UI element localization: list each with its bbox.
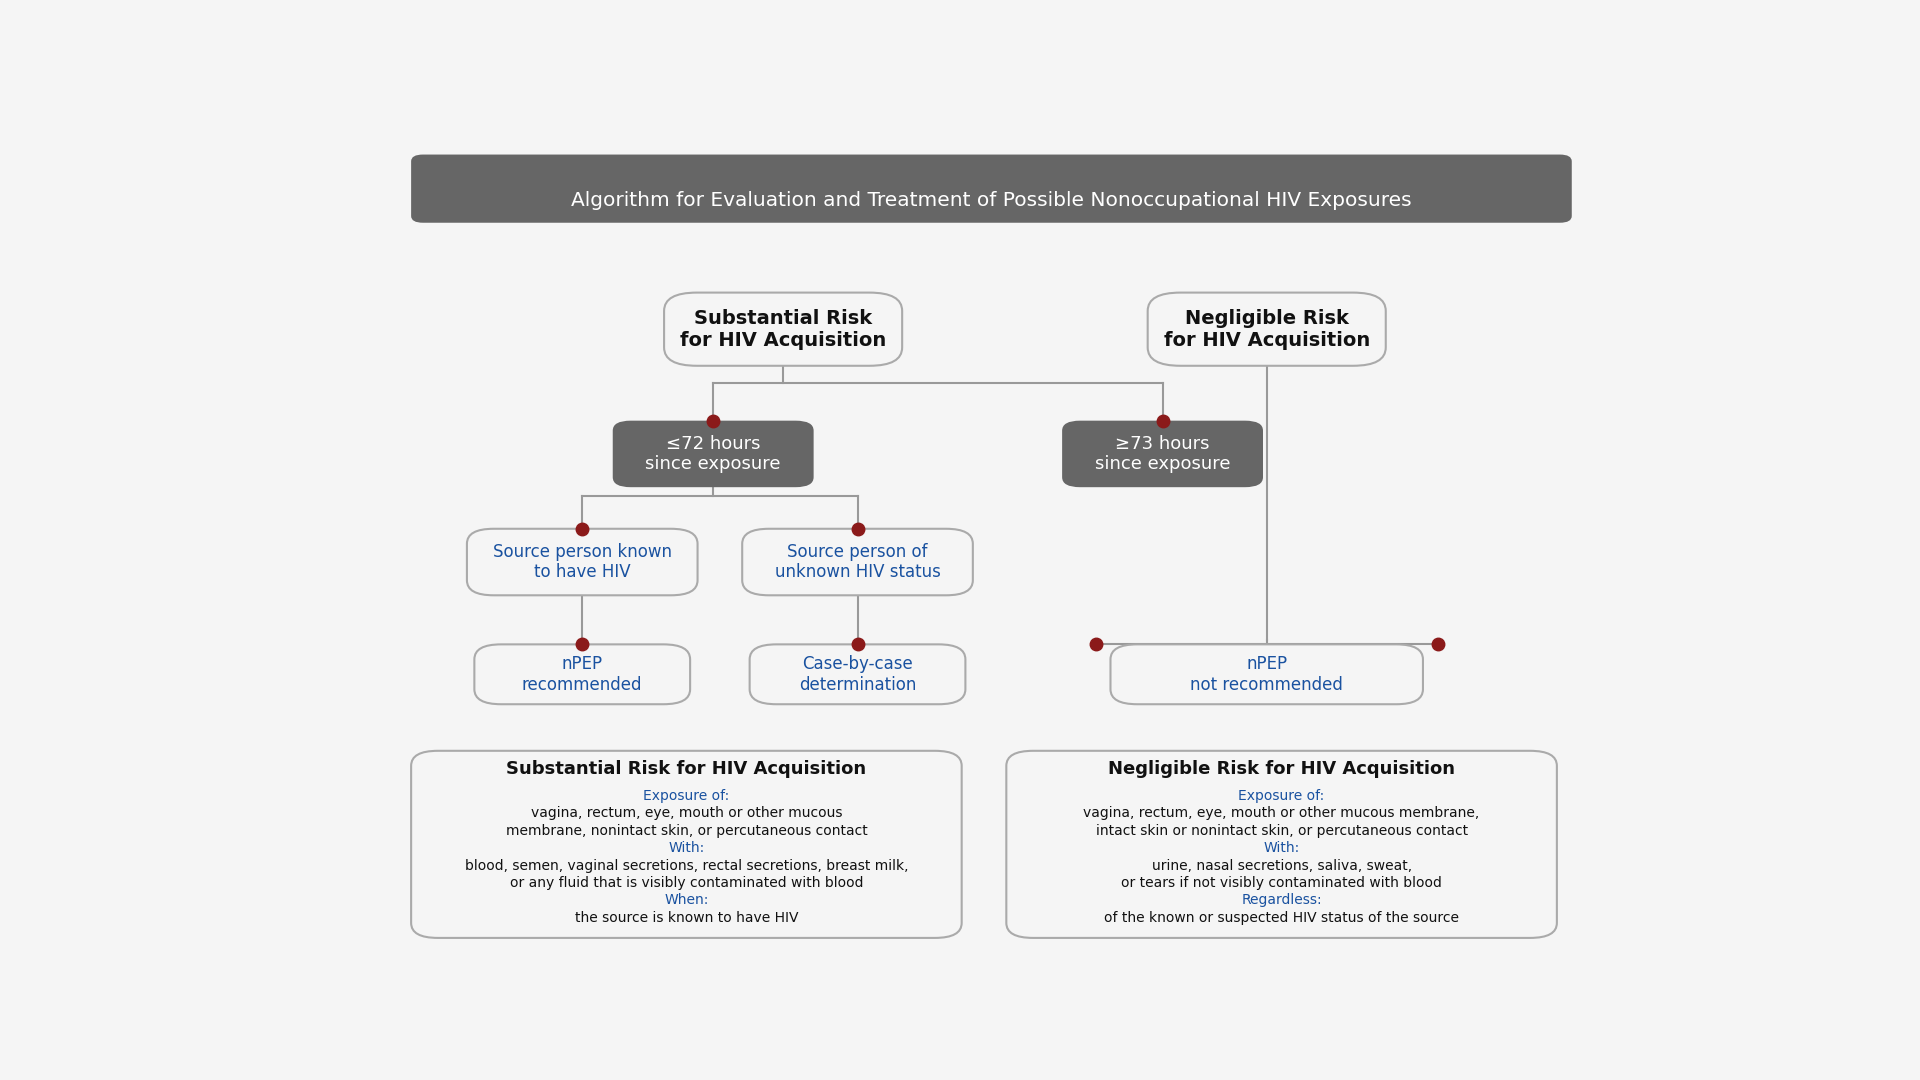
Text: vagina, rectum, eye, mouth or other mucous: vagina, rectum, eye, mouth or other muco… bbox=[530, 806, 843, 820]
Text: Regardless:: Regardless: bbox=[1242, 893, 1321, 907]
Text: Source person of
unknown HIV status: Source person of unknown HIV status bbox=[774, 542, 941, 581]
Text: Algorithm for Evaluation and Treatment of Possible Nonoccupational HIV Exposures: Algorithm for Evaluation and Treatment o… bbox=[570, 191, 1411, 211]
Text: vagina, rectum, eye, mouth or other mucous membrane,: vagina, rectum, eye, mouth or other muco… bbox=[1083, 806, 1480, 820]
Text: membrane, nonintact skin, or percutaneous contact: membrane, nonintact skin, or percutaneou… bbox=[505, 824, 868, 838]
Text: Exposure of:: Exposure of: bbox=[1238, 788, 1325, 802]
Text: Substantial Risk
for HIV Acquisition: Substantial Risk for HIV Acquisition bbox=[680, 309, 887, 350]
FancyBboxPatch shape bbox=[664, 293, 902, 366]
Text: Substantial Risk for HIV Acquisition: Substantial Risk for HIV Acquisition bbox=[507, 760, 866, 778]
Text: Exposure of:: Exposure of: bbox=[643, 788, 730, 802]
Text: the source is known to have HIV: the source is known to have HIV bbox=[574, 910, 799, 924]
FancyBboxPatch shape bbox=[749, 645, 966, 704]
Text: nPEP
recommended: nPEP recommended bbox=[522, 654, 643, 693]
Text: intact skin or nonintact skin, or percutaneous contact: intact skin or nonintact skin, or percut… bbox=[1096, 824, 1467, 838]
FancyBboxPatch shape bbox=[612, 421, 814, 487]
Text: With:: With: bbox=[668, 841, 705, 855]
Text: urine, nasal secretions, saliva, sweat,: urine, nasal secretions, saliva, sweat, bbox=[1152, 859, 1411, 873]
Text: or tears if not visibly contaminated with blood: or tears if not visibly contaminated wit… bbox=[1121, 876, 1442, 890]
FancyBboxPatch shape bbox=[1006, 751, 1557, 937]
FancyBboxPatch shape bbox=[467, 529, 697, 595]
FancyBboxPatch shape bbox=[743, 529, 973, 595]
FancyBboxPatch shape bbox=[474, 645, 689, 704]
FancyBboxPatch shape bbox=[411, 154, 1572, 222]
Text: With:: With: bbox=[1263, 841, 1300, 855]
Text: Negligible Risk for HIV Acquisition: Negligible Risk for HIV Acquisition bbox=[1108, 760, 1455, 778]
Text: blood, semen, vaginal secretions, rectal secretions, breast milk,: blood, semen, vaginal secretions, rectal… bbox=[465, 859, 908, 873]
Text: ≤72 hours
since exposure: ≤72 hours since exposure bbox=[645, 434, 781, 473]
Text: Negligible Risk
for HIV Acquisition: Negligible Risk for HIV Acquisition bbox=[1164, 309, 1369, 350]
FancyBboxPatch shape bbox=[1062, 421, 1263, 487]
Text: or any fluid that is visibly contaminated with blood: or any fluid that is visibly contaminate… bbox=[509, 876, 864, 890]
Text: Source person known
to have HIV: Source person known to have HIV bbox=[493, 542, 672, 581]
Text: When:: When: bbox=[664, 893, 708, 907]
FancyBboxPatch shape bbox=[1110, 645, 1423, 704]
FancyBboxPatch shape bbox=[411, 751, 962, 937]
Text: ≥73 hours
since exposure: ≥73 hours since exposure bbox=[1094, 434, 1231, 473]
Text: of the known or suspected HIV status of the source: of the known or suspected HIV status of … bbox=[1104, 910, 1459, 924]
FancyBboxPatch shape bbox=[1148, 293, 1386, 366]
Text: nPEP
not recommended: nPEP not recommended bbox=[1190, 654, 1344, 693]
Text: Case-by-case
determination: Case-by-case determination bbox=[799, 654, 916, 693]
